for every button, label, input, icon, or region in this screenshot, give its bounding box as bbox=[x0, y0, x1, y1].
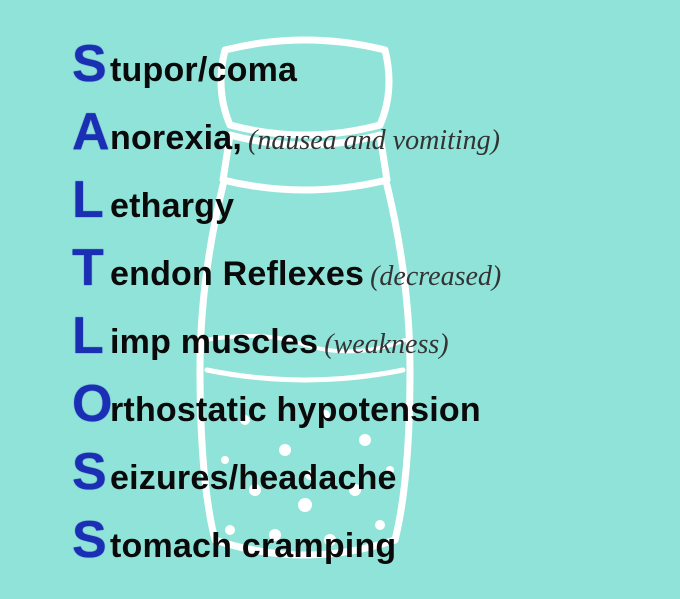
item-term: ethargy bbox=[110, 187, 234, 226]
acrostic-letter: L bbox=[72, 174, 110, 226]
list-item: S tomach cramping bbox=[72, 514, 501, 566]
item-note: (weakness) bbox=[324, 329, 448, 361]
item-note: (nausea and vomiting) bbox=[248, 125, 500, 157]
acrostic-letter: L bbox=[72, 310, 110, 362]
list-item: S tupor/coma bbox=[72, 38, 501, 90]
list-item: S eizures/headache bbox=[72, 446, 501, 498]
item-term: endon Reflexes bbox=[110, 255, 364, 294]
acrostic-letter: S bbox=[72, 38, 110, 90]
acrostic-letter: S bbox=[72, 446, 110, 498]
list-item: L ethargy bbox=[72, 174, 501, 226]
item-note: (decreased) bbox=[370, 261, 501, 293]
list-item: O rthostatic hypotension bbox=[72, 378, 501, 430]
acrostic-letter: T bbox=[72, 242, 110, 294]
item-term: imp muscles bbox=[110, 323, 318, 362]
list-item: L imp muscles (weakness) bbox=[72, 310, 501, 362]
list-item: T endon Reflexes (decreased) bbox=[72, 242, 501, 294]
item-term: tomach cramping bbox=[110, 527, 396, 566]
item-term: tupor/coma bbox=[110, 51, 297, 90]
mnemonic-list: S tupor/coma A norexia, (nausea and vomi… bbox=[72, 38, 501, 582]
item-term: rthostatic hypotension bbox=[110, 391, 481, 430]
acrostic-letter: O bbox=[72, 378, 110, 430]
item-term: norexia, bbox=[110, 119, 242, 158]
acrostic-letter: A bbox=[72, 106, 110, 158]
list-item: A norexia, (nausea and vomiting) bbox=[72, 106, 501, 158]
acrostic-letter: S bbox=[72, 514, 110, 566]
item-term: eizures/headache bbox=[110, 459, 397, 498]
